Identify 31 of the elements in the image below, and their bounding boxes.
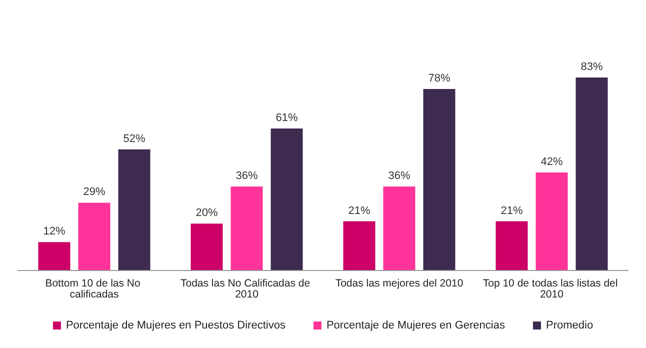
bar: [576, 77, 608, 270]
data-label: 36%: [236, 170, 258, 182]
bar: [118, 149, 150, 270]
data-label: 20%: [196, 207, 218, 220]
bar: [343, 221, 376, 270]
x-tick-label: Top 10 de todas las listas del 2010: [482, 278, 621, 300]
x-tick-label: Bottom 10 de las No calificadas: [45, 278, 144, 300]
x-tick-label: Todas las No Calificadas de 2010: [180, 278, 313, 300]
bar: [190, 224, 223, 270]
data-label: 83%: [580, 60, 603, 73]
x-tick-label: Todas las mejores del 2010: [335, 278, 464, 290]
bar: [270, 128, 303, 270]
data-label: 61%: [276, 112, 298, 124]
data-label: 42%: [540, 156, 563, 168]
data-label: 29%: [83, 186, 106, 198]
bar: [38, 242, 70, 270]
bar: [496, 221, 528, 270]
bar: [78, 202, 110, 270]
bar: [230, 186, 263, 270]
data-label: 21%: [348, 204, 370, 217]
legend-label: Promedio: [546, 320, 594, 332]
bar: [383, 186, 416, 270]
bar: [536, 172, 568, 270]
legend-label: Porcentaje de Mujeres en Gerencias: [326, 320, 506, 332]
legend-label: Porcentaje de Mujeres en Puestos Directivos: [66, 320, 286, 332]
data-label: 21%: [500, 204, 523, 217]
data-label: 36%: [388, 170, 410, 182]
data-label: 12%: [43, 226, 66, 238]
bar: [423, 89, 456, 270]
data-label: 52%: [123, 132, 146, 145]
data-label: 78%: [428, 72, 450, 85]
